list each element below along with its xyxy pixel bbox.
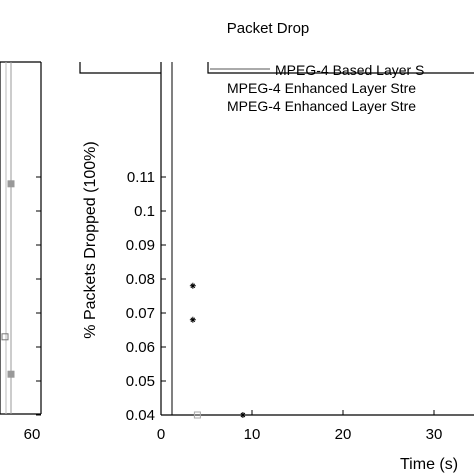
data-point-star <box>239 412 246 418</box>
y-tick-label: 0.08 <box>126 271 155 288</box>
y-tick-label: 0.05 <box>126 373 155 390</box>
legend-bracket-right <box>207 62 474 74</box>
data-point-square <box>193 411 201 419</box>
left-data-point <box>7 370 15 378</box>
y-tick-label: 0.07 <box>126 305 155 322</box>
data-point-star <box>189 282 196 289</box>
legend-label-base-layer: MPEG-4 Based Layer S <box>275 62 424 78</box>
x-tick-label: 20 <box>335 426 352 443</box>
x-tick-label: 0 <box>157 426 165 443</box>
main-subplot: Packet Drop MPEG-4 Based Layer S MPEG-4 … <box>79 20 474 473</box>
left-x-tick-label: 60 <box>24 426 41 443</box>
left-data-point <box>1 333 9 341</box>
x-tick-label: 30 <box>426 426 443 443</box>
legend: MPEG-4 Based Layer S MPEG-4 Enhanced Lay… <box>79 62 474 114</box>
legend-label-enhanced-layer-gray: MPEG-4 Enhanced Layer Stre <box>227 98 416 114</box>
legend-bracket-left <box>79 62 161 74</box>
y-tick-label: 0.04 <box>126 407 155 424</box>
y-tick-label: 0.06 <box>126 339 155 356</box>
data-point-star <box>189 316 196 323</box>
left-data-point <box>7 180 15 188</box>
x-tick-label: 10 <box>244 426 261 443</box>
y-tick-label: 0.1 <box>134 203 155 220</box>
y-tick-label: 0.09 <box>126 237 155 254</box>
left-subplot: 60 <box>0 61 42 443</box>
legend-label-enhanced-layer: MPEG-4 Enhanced Layer Stre <box>227 80 416 96</box>
chart-title: Packet Drop <box>227 20 310 37</box>
y-axis-label: % Packets Dropped (100%) <box>82 141 99 338</box>
y-tick-label: 0.11 <box>127 169 155 186</box>
x-axis-label: Time (s) <box>400 456 458 473</box>
